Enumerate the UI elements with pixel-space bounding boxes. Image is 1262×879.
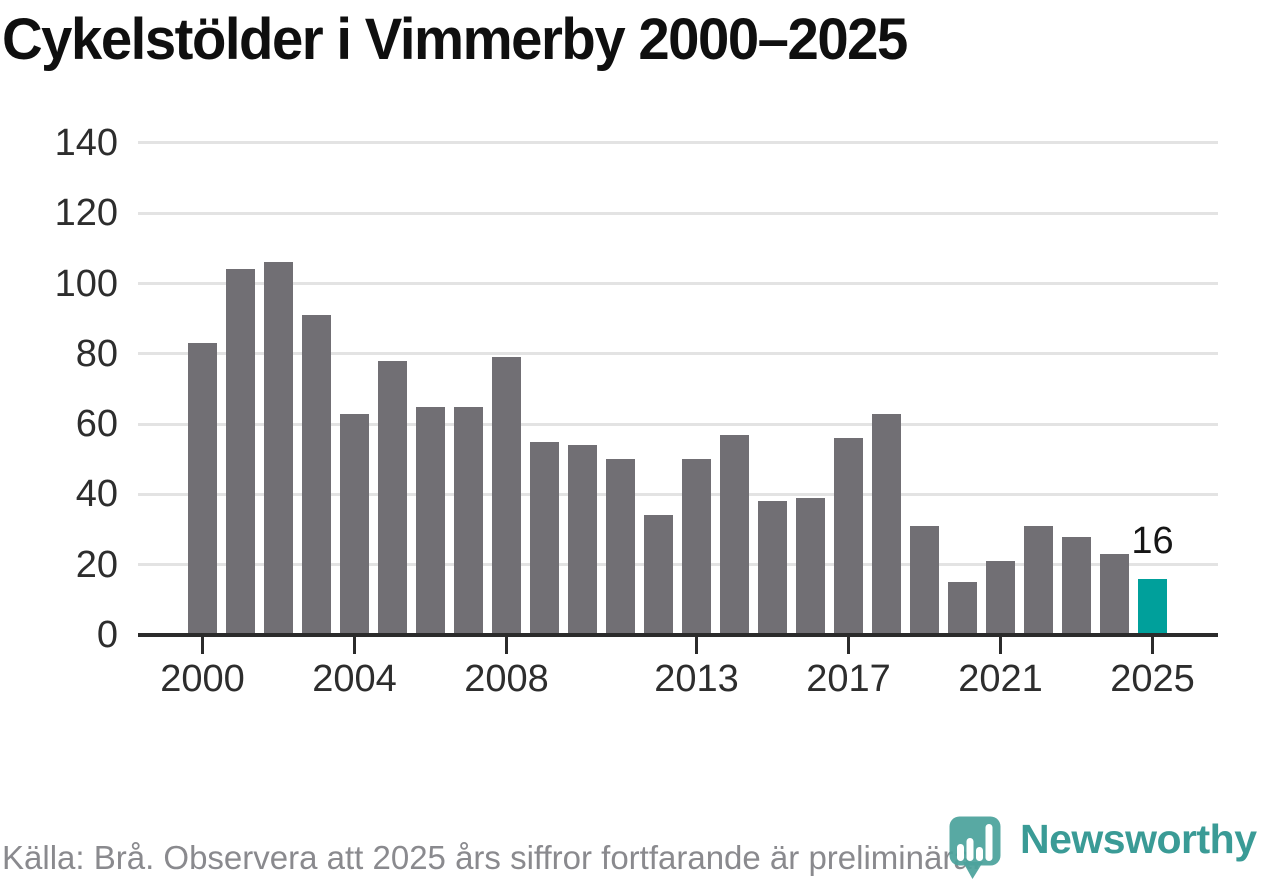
bar-2009 [530, 441, 559, 637]
bar-2025 [1138, 578, 1167, 637]
y-axis-tick-label: 20 [75, 543, 118, 586]
bar-2014 [720, 434, 749, 637]
x-axis-tick-label: 2004 [312, 658, 397, 700]
y-axis-tick-label: 120 [54, 192, 118, 235]
gridline-y-20 [138, 563, 1218, 567]
x-axis-tick-label: 2000 [160, 658, 245, 700]
source-note: Källa: Brå. Observera att 2025 års siffr… [2, 839, 981, 876]
gridline-y-120 [138, 211, 1218, 215]
bar-2006 [416, 406, 445, 637]
chart-title: Cykelstölder i Vimmerby 2000–2025 [2, 7, 908, 72]
bar-2005 [378, 360, 407, 637]
x-axis-line [138, 633, 1218, 637]
x-axis-tick-2025 [1151, 637, 1154, 654]
bar-2024 [1100, 554, 1129, 637]
bar-2004 [340, 413, 369, 637]
x-axis-tick-label: 2021 [958, 658, 1043, 700]
y-axis-tick-label: 40 [75, 473, 118, 516]
bar-2011 [606, 459, 635, 637]
y-axis-tick-label: 140 [54, 121, 118, 164]
gridline-y-60 [138, 422, 1218, 426]
bar-2012 [644, 515, 673, 637]
bar-2021 [986, 561, 1015, 637]
y-axis-tick-label: 60 [75, 403, 118, 446]
bar-2010 [568, 445, 597, 637]
highlight-value-label: 16 [1131, 520, 1174, 562]
bar-2023 [1062, 536, 1091, 637]
bar-2003 [302, 315, 331, 637]
gridline-y-80 [138, 352, 1218, 356]
y-axis-tick-label: 80 [75, 332, 118, 375]
x-axis-tick-2000 [201, 637, 204, 654]
gridline-y-140 [138, 141, 1218, 145]
y-axis-tick-label: 0 [96, 614, 118, 656]
x-axis-tick-2021 [999, 637, 1002, 654]
y-axis-tick-label: 100 [54, 262, 118, 305]
bar-2002 [264, 262, 293, 637]
newsworthy-pin-barchart-icon [949, 816, 1001, 879]
bar-2016 [796, 497, 825, 637]
bar-2008 [492, 357, 521, 637]
x-axis-tick-label: 2017 [806, 658, 891, 700]
bar-2022 [1024, 526, 1053, 637]
x-axis-tick-2008 [505, 637, 508, 654]
newsworthy-logo[interactable]: Newsworthy [949, 816, 1262, 879]
bar-2019 [910, 526, 939, 637]
bar-2015 [758, 501, 787, 637]
bar-2017 [834, 438, 863, 637]
x-axis-tick-2013 [695, 637, 698, 654]
gridline-y-40 [138, 492, 1218, 496]
x-axis-tick-2017 [847, 637, 850, 654]
bar-2020 [948, 582, 977, 637]
x-axis-tick-label: 2013 [654, 658, 739, 700]
newsworthy-wordmark: Newsworthy [1020, 816, 1257, 862]
bar-2001 [226, 269, 255, 637]
x-axis-tick-label: 2025 [1110, 658, 1195, 700]
gridline-y-100 [138, 282, 1218, 285]
bar-2018 [872, 413, 901, 637]
bar-2007 [454, 406, 483, 637]
bar-2000 [188, 343, 217, 637]
x-axis-tick-label: 2008 [464, 658, 549, 700]
x-axis-tick-2004 [353, 637, 356, 654]
bar-2013 [682, 459, 711, 637]
